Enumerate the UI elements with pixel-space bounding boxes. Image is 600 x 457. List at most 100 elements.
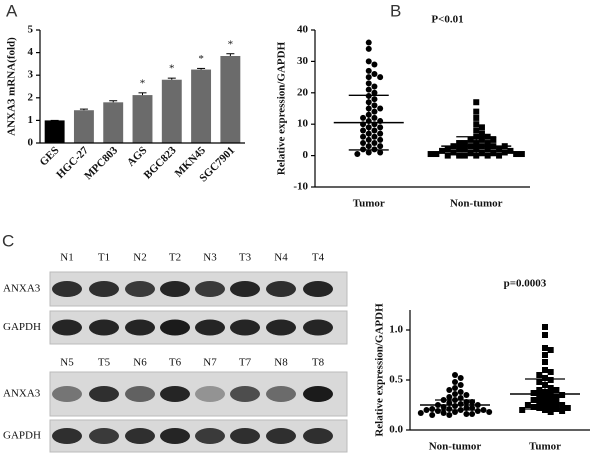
row-label: GAPDH <box>3 321 41 333</box>
data-point <box>446 387 453 393</box>
data-point <box>490 149 497 156</box>
data-point <box>444 152 451 159</box>
data-point <box>371 140 378 147</box>
blot-band <box>303 386 333 402</box>
data-point <box>542 324 548 330</box>
data-point <box>478 130 485 137</box>
data-point <box>371 133 378 140</box>
panel-label: B <box>390 1 401 20</box>
blot-band <box>230 428 260 444</box>
data-point <box>530 390 537 396</box>
y-tick-label: -10 <box>293 181 308 193</box>
data-point <box>536 379 543 385</box>
data-point <box>360 127 367 134</box>
data-point <box>360 133 367 140</box>
blot-band <box>230 386 260 402</box>
blot-band <box>230 281 260 297</box>
blot-band <box>89 319 119 336</box>
blot-band <box>266 428 296 444</box>
blot-band <box>266 319 296 336</box>
data-point <box>377 124 384 131</box>
data-point <box>365 74 372 81</box>
lane-label: N2 <box>133 252 146 264</box>
data-point <box>553 400 560 406</box>
y-axis-label: Relative expression/GAPDH <box>276 41 288 175</box>
data-point <box>474 408 481 414</box>
y-tick-label: 0 <box>303 149 309 161</box>
blot-band <box>303 319 333 336</box>
data-point <box>473 99 480 106</box>
data-point <box>423 407 430 413</box>
bar <box>73 110 94 143</box>
data-point <box>452 379 458 385</box>
blot-band <box>195 319 225 336</box>
blot-band <box>160 428 190 444</box>
data-point <box>377 136 384 143</box>
bar <box>44 120 65 143</box>
data-point <box>463 392 470 398</box>
blot-band <box>125 386 155 402</box>
data-point <box>417 410 424 416</box>
data-point <box>429 412 436 418</box>
data-point <box>496 146 503 153</box>
data-point <box>371 70 378 77</box>
blot-band <box>125 428 155 444</box>
data-point <box>484 140 491 147</box>
panel-label: C <box>2 231 14 250</box>
data-point <box>536 372 543 378</box>
lane-label: N3 <box>203 252 217 264</box>
y-tick-label: 3 <box>28 69 34 81</box>
data-point <box>365 86 372 93</box>
data-point <box>547 403 554 409</box>
y-tick-label: 4 <box>28 46 34 58</box>
row-label: ANXA3 <box>3 283 41 295</box>
blot-band <box>52 428 82 444</box>
data-point <box>473 121 480 128</box>
lane-label: N8 <box>274 357 288 369</box>
data-point <box>478 124 485 131</box>
data-point <box>547 385 554 391</box>
blot-band <box>52 281 82 297</box>
data-point <box>371 61 378 68</box>
data-point <box>371 89 378 96</box>
data-point <box>507 147 514 154</box>
data-point <box>377 143 384 150</box>
lane-label: N1 <box>60 252 73 264</box>
blot-band <box>266 386 296 402</box>
data-point <box>371 102 378 109</box>
blot-band <box>195 428 225 444</box>
data-point <box>377 130 384 137</box>
data-point <box>542 332 548 338</box>
data-point <box>463 411 470 417</box>
significance-mark: * <box>198 53 204 65</box>
blot-band <box>195 281 225 297</box>
data-point <box>496 152 503 159</box>
data-point <box>456 146 463 153</box>
lane-label: T8 <box>312 357 325 369</box>
data-point <box>473 114 480 121</box>
data-point <box>513 151 520 158</box>
data-point <box>542 375 548 381</box>
blot-band <box>303 281 333 297</box>
bar <box>103 102 124 143</box>
data-point <box>365 67 372 74</box>
data-point <box>542 345 548 351</box>
data-point <box>547 369 554 375</box>
x-tick-label: MPC803 <box>82 144 120 182</box>
data-point <box>536 405 543 411</box>
data-point <box>446 406 453 412</box>
lane-label: N6 <box>133 357 147 369</box>
y-tick-label: 30 <box>297 55 309 67</box>
data-point <box>365 39 372 46</box>
data-point <box>553 387 560 393</box>
y-tick-label: 40 <box>297 24 309 36</box>
data-point <box>354 151 361 158</box>
y-tick-label: 1 <box>28 114 34 126</box>
x-tick-label: GES <box>38 144 62 168</box>
data-point <box>450 149 457 156</box>
data-point <box>473 108 480 115</box>
blot-band <box>160 319 190 336</box>
bar <box>191 69 212 143</box>
data-point <box>559 402 566 408</box>
